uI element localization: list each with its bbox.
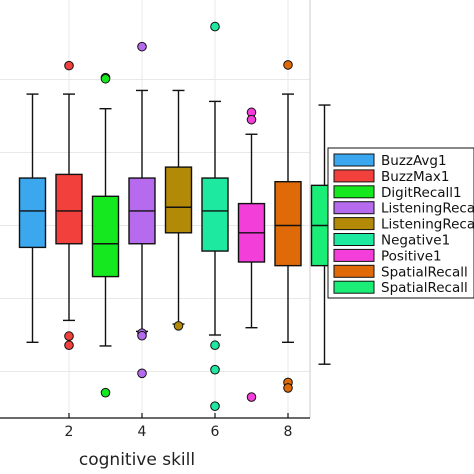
outlier-point (283, 383, 293, 393)
legend-swatch (333, 153, 375, 167)
outlier-point (283, 60, 293, 70)
outlier-point (137, 330, 147, 341)
x-axis-label: cognitive skill (79, 450, 195, 470)
legend-item: Positive1 (333, 248, 442, 264)
legend-swatch (333, 264, 375, 278)
outlier-point (210, 340, 220, 351)
legend-label: ListeningReca (381, 201, 474, 217)
box-group (237, 107, 266, 402)
legend-swatch (333, 185, 375, 199)
box-group (91, 72, 120, 398)
outlier-point (64, 60, 74, 71)
box-group (201, 21, 229, 411)
legend-swatch (333, 169, 375, 183)
outlier-point (100, 387, 111, 398)
outlier-point (246, 114, 257, 125)
legend-item: ListeningReca (333, 201, 474, 217)
outlier-point (64, 331, 74, 341)
box-group (128, 41, 156, 379)
legend-swatch (333, 233, 375, 246)
box (274, 180, 302, 267)
box-group (164, 89, 193, 331)
box (18, 177, 47, 249)
legend-swatch (333, 201, 375, 215)
outlier-point (64, 340, 74, 351)
x-tick-label: 2 (65, 424, 74, 440)
legend-label: Negative1 (381, 233, 450, 249)
axes-layer: 2 4 6 8 (0, 0, 311, 440)
legend-label: BuzzMax1 (381, 169, 450, 185)
outlier-point (246, 392, 257, 402)
legend-label: SpatialRecall (381, 264, 468, 280)
outlier-point (137, 41, 147, 52)
legend-swatch (333, 217, 375, 231)
x-tick-label: 4 (138, 424, 147, 440)
legend-label: ListeningReca (381, 217, 474, 233)
x-tick-label: 6 (211, 424, 220, 440)
box-group (18, 93, 47, 343)
legend-item: BuzzAvg1 (333, 153, 447, 169)
legend-label: DigitRecall1 (381, 185, 462, 201)
legend-item: SpatialRecall (333, 264, 468, 280)
box (164, 166, 193, 234)
legend-label: SpatialRecall (381, 280, 468, 296)
outlier-point (173, 321, 184, 331)
box (55, 173, 83, 245)
legend-swatch (333, 248, 375, 262)
outlier-point (100, 73, 111, 84)
boxes-layer (18, 21, 339, 411)
box (91, 195, 120, 278)
legend-label: Positive1 (381, 248, 442, 264)
legend-swatch (333, 280, 375, 294)
box-group (55, 60, 83, 351)
legend-label: BuzzAvg1 (381, 153, 447, 169)
box-group (274, 60, 302, 393)
box (201, 177, 229, 252)
legend-item: Negative1 (333, 233, 450, 249)
legend-item: SpatialRecall (333, 280, 468, 296)
legend-item: BuzzMax1 (333, 169, 450, 185)
outlier-point (210, 364, 220, 375)
legend-item: DigitRecall1 (333, 185, 462, 201)
legend: BuzzAvg1BuzzMax1DigitRecall1ListeningRec… (327, 147, 474, 299)
outlier-point (137, 368, 147, 379)
legend-item: ListeningReca (333, 217, 474, 233)
outlier-point (210, 401, 220, 411)
outlier-point (210, 21, 220, 32)
x-tick-label: 8 (284, 424, 293, 440)
